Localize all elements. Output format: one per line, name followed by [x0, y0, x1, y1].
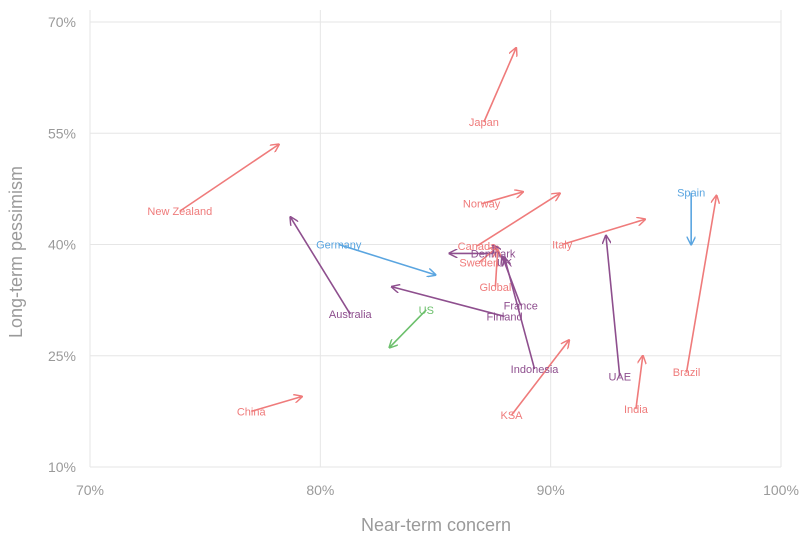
y-tick-label: 10%: [48, 459, 76, 475]
arrow-norway: [481, 192, 523, 205]
arrow-australia: [290, 217, 351, 315]
point-label: Japan: [469, 117, 499, 129]
arrow-brazil: [685, 196, 717, 373]
arrow-global: [495, 250, 497, 287]
x-tick-label: 70%: [76, 482, 104, 498]
point-label: UAE: [608, 372, 631, 384]
point-label: Spain: [677, 188, 705, 200]
y-tick-label: 40%: [48, 237, 76, 253]
x-tick-label: 90%: [537, 482, 565, 498]
y-axis-title: Long-term pessimism: [6, 166, 26, 338]
y-tick-label: 55%: [48, 125, 76, 141]
arrow-ksa: [510, 340, 570, 416]
arrow-germany: [338, 243, 436, 275]
point-label: China: [237, 406, 267, 418]
point-label: France: [504, 300, 538, 312]
x-tick-label: 80%: [306, 482, 334, 498]
point-label: US: [419, 305, 434, 317]
point-label: Global: [479, 282, 511, 294]
point-label: Germany: [316, 240, 362, 252]
point-label: Brazil: [673, 367, 701, 379]
arrow-china: [251, 397, 302, 413]
arrow-italy: [561, 219, 645, 246]
x-tick-label: 100%: [763, 482, 799, 498]
y-tick-label: 70%: [48, 14, 76, 30]
arrow-new-zealand: [179, 144, 279, 212]
arrow-canada: [476, 193, 560, 247]
x-axis-title: Near-term concern: [361, 515, 511, 535]
point-label: Finland: [487, 311, 523, 323]
arrow-uae: [606, 236, 621, 377]
point-label: Italy: [552, 240, 573, 252]
point-label: Australia: [329, 309, 373, 321]
point-label: KSA: [501, 410, 524, 422]
point-label: New Zealand: [147, 206, 212, 218]
arrow-series: [179, 48, 717, 416]
grid: [89, 10, 782, 468]
point-label: India: [624, 404, 649, 416]
point-label: Canada: [458, 241, 497, 253]
arrow-us: [389, 309, 427, 348]
point-label: Indonesia: [511, 364, 560, 376]
point-label: Denmark: [471, 248, 516, 260]
point-label: Sweden: [459, 257, 499, 269]
point-label: Norway: [463, 199, 501, 211]
axis-ticks: 70% 80% 90% 100% 10% 25% 40% 55% 70%: [48, 14, 799, 498]
point-label: UK: [497, 257, 513, 269]
arrow-india: [635, 356, 643, 410]
point-labels: Japan New Zealand Norway Spain Germany Italy C…: [147, 117, 705, 422]
y-tick-label: 25%: [48, 348, 76, 364]
arrow-finland: [392, 287, 505, 318]
arrow-indonesia: [505, 258, 536, 370]
arrow-japan: [483, 48, 516, 123]
